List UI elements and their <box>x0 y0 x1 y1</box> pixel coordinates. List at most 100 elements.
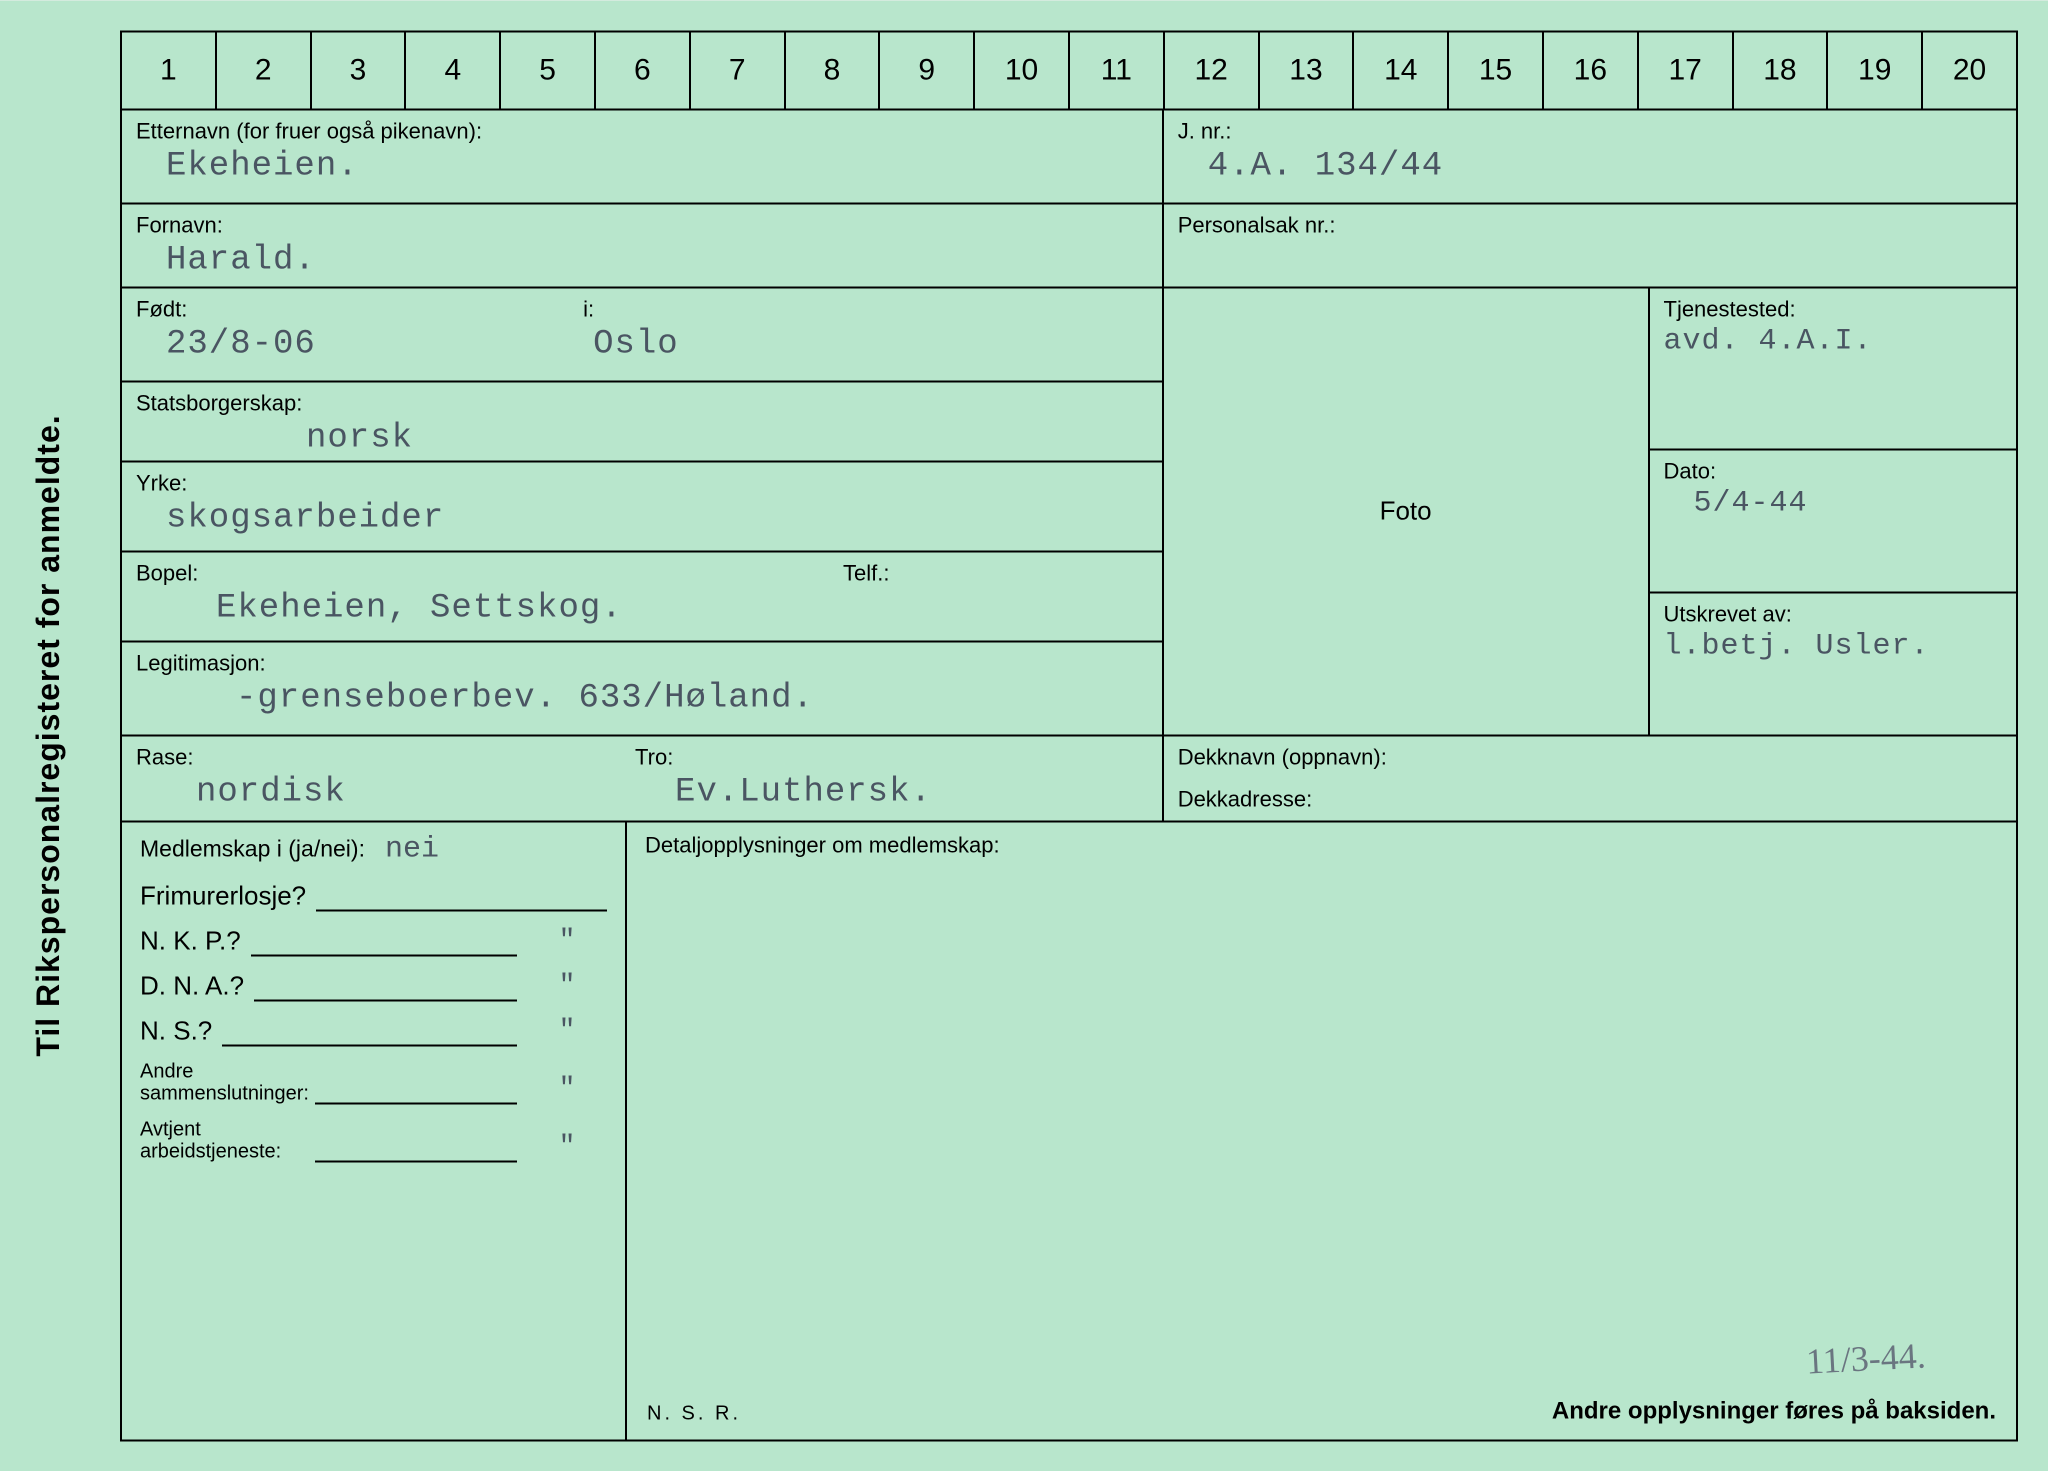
label-detail: Detaljopplysninger om medlemskap: <box>645 832 1998 858</box>
field-statsborgerskap: Statsborgerskap: norsk <box>122 382 1162 462</box>
label-tro: Tro: <box>635 744 1148 770</box>
value-legitimasjon: -grenseboerbev. 633/Høland. <box>136 676 1148 720</box>
value-mem-3: " <box>527 1015 607 1046</box>
underline <box>315 1076 517 1104</box>
footer-note: Andre opplysninger føres på baksiden. <box>1552 1397 1996 1425</box>
ruler-cell: 10 <box>975 32 1070 108</box>
mem-row: Andre sammenslutninger: " <box>140 1060 607 1104</box>
field-jnr: J. nr.: 4.A. 134/44 <box>1164 110 2016 204</box>
handwritten-date: 11/3-44. <box>1805 1334 1927 1382</box>
ruler-cell: 1 <box>122 32 217 108</box>
ruler-cell: 15 <box>1449 32 1544 108</box>
ruler-cell: 13 <box>1260 32 1355 108</box>
value-mem-avtjent: " <box>527 1131 607 1162</box>
label-yrke: Yrke: <box>136 470 1148 496</box>
label-fodt: Født: <box>136 296 555 322</box>
label-legitimasjon: Legitimasjon: <box>136 650 1148 676</box>
value-fornavn: Harald. <box>136 238 1148 282</box>
label-personalsak: Personalsak nr.: <box>1178 212 2002 238</box>
mem-row: Avtjent arbeidstjeneste: " <box>140 1118 607 1162</box>
membership-right: Detaljopplysninger om medlemskap: N. S. … <box>627 822 2016 1439</box>
value-mem-0: nei <box>385 832 439 866</box>
field-fodt-i: i: Oslo <box>569 288 1162 380</box>
value-tro: Ev.Luthersk. <box>635 770 1148 814</box>
ruler: 1 2 3 4 5 6 7 8 9 10 11 12 13 14 15 16 1… <box>120 30 2018 110</box>
underline <box>315 1134 517 1162</box>
mem-row: Frimurerlosje? <box>140 880 607 911</box>
label-statsborgerskap: Statsborgerskap: <box>136 390 1148 416</box>
ruler-cell: 20 <box>1923 32 2016 108</box>
label-jnr: J. nr.: <box>1178 118 2002 144</box>
label-rase: Rase: <box>136 744 607 770</box>
value-dato: 5/4-44 <box>1664 484 2003 523</box>
label-fodt-i: i: <box>583 296 1148 322</box>
ruler-cell: 4 <box>406 32 501 108</box>
mem-q-0: Frimurerlosje? <box>140 880 306 911</box>
mem-row: N. S.? " <box>140 1015 607 1046</box>
field-dekk: Dekknavn (oppnavn): Dekkadresse: <box>1164 736 2016 820</box>
field-utskrevet: Utskrevet av: l.betj. Usler. <box>1650 593 2017 734</box>
foto-box: Foto <box>1164 288 1650 734</box>
nsr-mark: N. S. R. <box>647 1402 741 1425</box>
field-fornavn: Fornavn: Harald. <box>122 204 1162 288</box>
field-yrke: Yrke: skogsarbeider <box>122 462 1162 552</box>
value-tjenestested: avd. 4.A.I. <box>1664 322 2003 361</box>
mem-row: N. K. P.? " <box>140 925 607 956</box>
field-etternavn: Etternavn (for fruer også pikenavn): Eke… <box>122 110 1162 204</box>
value-yrke: skogsarbeider <box>136 496 1148 540</box>
field-tro: Tro: Ev.Luthersk. <box>621 736 1162 820</box>
membership-section: Medlemskap i (ja/nei): nei Frimurerlosje… <box>122 822 2016 1439</box>
field-rase: Rase: nordisk <box>122 736 621 820</box>
underline <box>251 928 517 956</box>
value-etternavn: Ekeheien. <box>136 144 1148 188</box>
field-tjenestested: Tjenestested: avd. 4.A.I. <box>1650 288 2017 450</box>
mem-q-2: D. N. A.? <box>140 970 244 1001</box>
label-dekknavn: Dekknavn (oppnavn): <box>1178 744 2002 770</box>
ruler-cell: 8 <box>786 32 881 108</box>
underline <box>222 1018 517 1046</box>
field-personalsak: Personalsak nr.: <box>1164 204 2016 288</box>
ruler-cell: 7 <box>691 32 786 108</box>
mem-row: D. N. A.? " <box>140 970 607 1001</box>
value-mem-2: " <box>527 970 607 1001</box>
ruler-cell: 2 <box>217 32 312 108</box>
label-fornavn: Fornavn: <box>136 212 1148 238</box>
ruler-cell: 11 <box>1070 32 1165 108</box>
ruler-cell: 12 <box>1165 32 1260 108</box>
underline <box>254 973 517 1001</box>
label-dekkadresse: Dekkadresse: <box>1178 786 2002 812</box>
registration-card: Til Rikspersonalregisteret for anmeldte.… <box>0 0 2048 1471</box>
value-statsborgerskap: norsk <box>136 416 1148 460</box>
value-utskrevet: l.betj. Usler. <box>1664 627 2003 666</box>
field-dato: Dato: 5/4-44 <box>1650 450 2017 593</box>
ruler-cell: 3 <box>312 32 407 108</box>
ruler-cell: 14 <box>1354 32 1449 108</box>
label-membership: Medlemskap i (ja/nei): <box>140 835 365 862</box>
label-telf: Telf.: <box>843 560 1148 586</box>
ruler-cell: 9 <box>880 32 975 108</box>
mem-q-3: N. S.? <box>140 1015 212 1046</box>
field-fodt: Født: 23/8-06 <box>122 288 569 380</box>
value-bopel: Ekeheien, Settskog. <box>136 586 815 630</box>
label-etternavn: Etternavn (for fruer også pikenavn): <box>136 118 1148 144</box>
underline <box>316 883 607 911</box>
mem-q-1: N. K. P.? <box>140 925 241 956</box>
ruler-cell: 19 <box>1828 32 1923 108</box>
value-mem-andre: " <box>527 1073 607 1104</box>
label-utskrevet: Utskrevet av: <box>1664 601 2003 627</box>
value-fodt-i: Oslo <box>583 322 1148 366</box>
field-bopel: Bopel: Ekeheien, Settskog. <box>122 552 829 640</box>
mem-avtjent-label: Avtjent arbeidstjeneste: <box>140 1118 305 1162</box>
field-telf: Telf.: <box>829 552 1162 640</box>
label-bopel: Bopel: <box>136 560 815 586</box>
ruler-cell: 17 <box>1639 32 1734 108</box>
field-legitimasjon: Legitimasjon: -grenseboerbev. 633/Høland… <box>122 642 1162 736</box>
label-foto: Foto <box>1380 496 1432 527</box>
mem-andre-label: Andre sammenslutninger: <box>140 1060 305 1104</box>
value-mem-1: " <box>527 925 607 956</box>
ruler-cell: 5 <box>501 32 596 108</box>
membership-left: Medlemskap i (ja/nei): nei Frimurerlosje… <box>122 822 627 1439</box>
label-tjenestested: Tjenestested: <box>1664 296 2003 322</box>
value-jnr: 4.A. 134/44 <box>1178 144 2002 188</box>
vertical-title: Til Rikspersonalregisteret for anmeldte. <box>30 414 67 1056</box>
